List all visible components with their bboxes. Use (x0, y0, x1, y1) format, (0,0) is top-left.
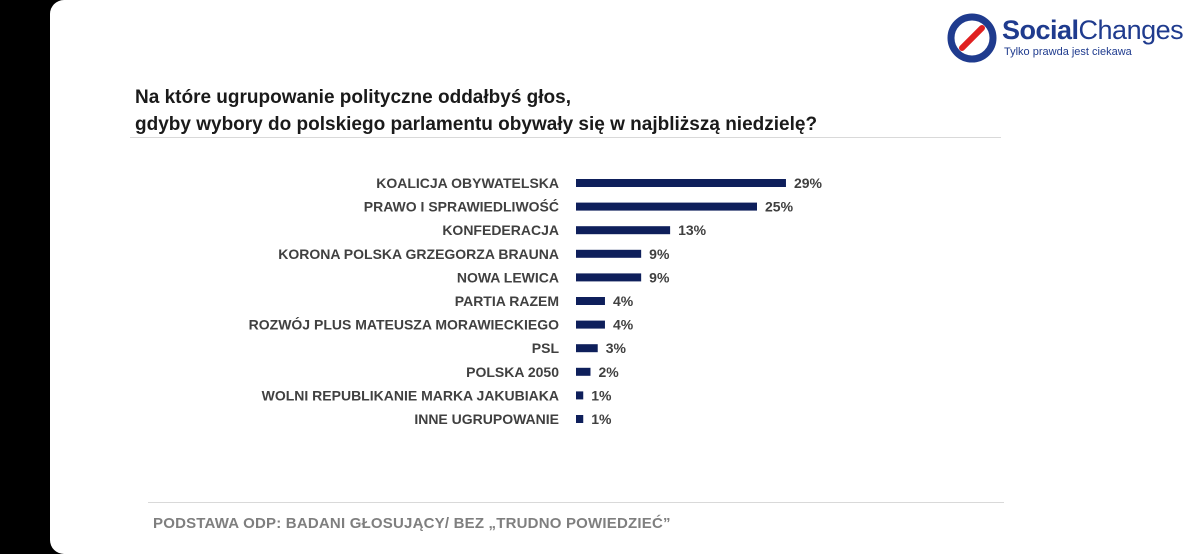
bar (576, 320, 605, 329)
value-label: 25% (765, 199, 794, 215)
bar (576, 226, 671, 235)
value-label: 1% (591, 411, 612, 427)
chart-title: Na które ugrupowanie polityczne oddałbyś… (135, 84, 935, 138)
brand-tagline: Tylko prawda jest ciekawa (1004, 46, 1132, 58)
value-label: 4% (613, 317, 634, 333)
bar (576, 249, 642, 258)
logo-circle-icon (947, 13, 997, 63)
category-label: KORONA POLSKA GRZEGORZA BRAUNA (278, 246, 559, 262)
bar (576, 391, 584, 400)
bar (576, 344, 598, 353)
chart-title-line-1: Na które ugrupowanie polityczne oddałbyś… (135, 87, 572, 108)
bar (576, 202, 757, 211)
title-divider (130, 137, 1001, 138)
category-label: NOWA LEWICA (457, 269, 559, 285)
brand-logo: SocialChanges Tylko prawda jest ciekawa (946, 10, 1196, 68)
value-label: 1% (591, 387, 612, 403)
category-label: POLSKA 2050 (466, 364, 559, 380)
value-label: 2% (598, 364, 619, 380)
bar (576, 415, 584, 423)
bar (576, 297, 605, 305)
value-label: 9% (649, 269, 670, 285)
value-label: 29% (794, 175, 823, 191)
category-label: PARTIA RAZEM (455, 293, 559, 309)
value-label: 9% (649, 246, 670, 262)
value-label: 3% (606, 340, 627, 356)
footer-divider (148, 502, 1004, 503)
category-label: INNE UGRUPOWANIE (414, 411, 559, 427)
chart-title-line-2: gdyby wybory do polskiego parlamentu oby… (135, 114, 818, 135)
category-label: KOALICJA OBYWATELSKA (376, 175, 559, 191)
category-label: KONFEDERACJA (442, 222, 559, 238)
bar (576, 273, 642, 282)
category-label: WOLNI REPUBLIKANIE MARKA JAKUBIAKA (262, 387, 559, 403)
brand-name: SocialChanges (1002, 15, 1184, 45)
value-label: 4% (613, 293, 634, 309)
category-label: ROZWÓJ PLUS MATEUSZA MORAWIECKIEGO (249, 316, 559, 333)
category-label: PSL (532, 340, 560, 356)
value-label: 13% (678, 222, 707, 238)
bar (576, 367, 591, 376)
slide: SocialChanges Tylko prawda jest ciekawa … (50, 0, 1200, 554)
base-note: PODSTAWA ODP: BADANI GŁOSUJĄCY/ BEZ „TRU… (153, 515, 671, 532)
bar (576, 179, 786, 187)
category-label: PRAWO I SPRAWIEDLIWOŚĆ (364, 198, 559, 215)
